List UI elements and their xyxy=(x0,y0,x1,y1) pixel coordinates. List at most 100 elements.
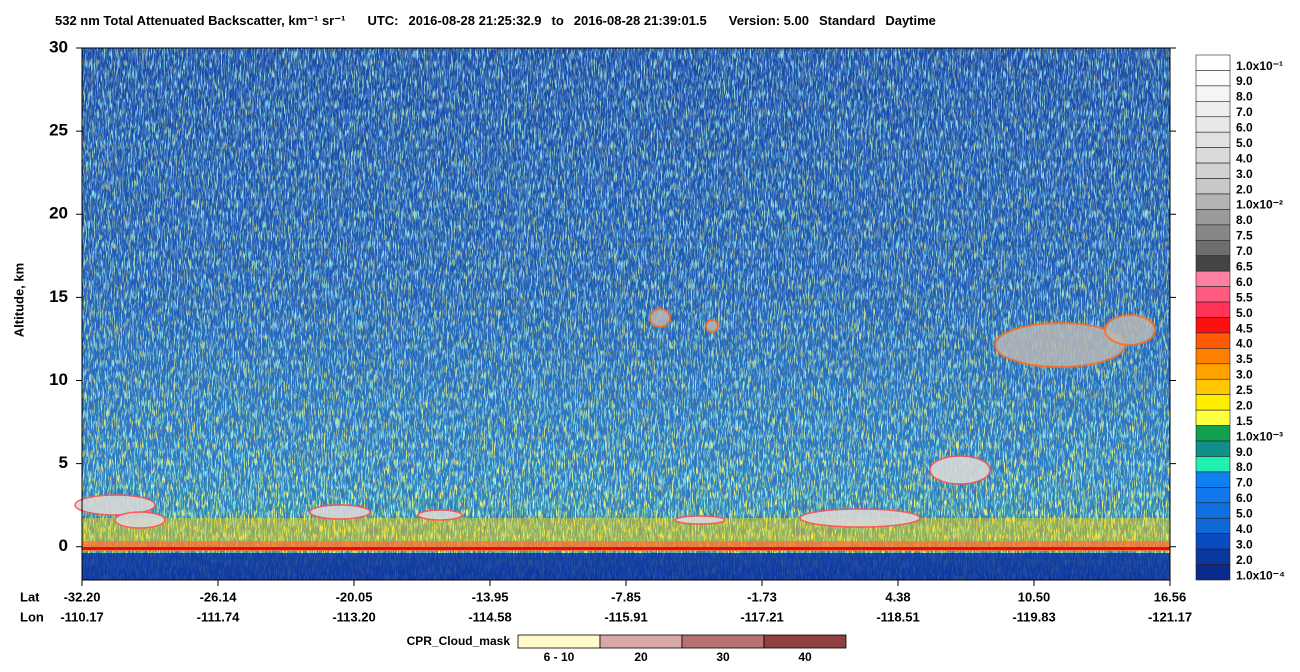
title-part: to xyxy=(551,13,563,28)
colorbar-label: 4.5 xyxy=(1236,321,1253,335)
y-tick-label: 10 xyxy=(49,370,68,389)
colorbar-label: 5.5 xyxy=(1236,290,1253,304)
colorbar-label: 2.0 xyxy=(1236,553,1253,567)
surface-line xyxy=(82,547,1170,550)
colorbar-cell xyxy=(1195,394,1231,411)
colorbar-label: 3.0 xyxy=(1236,537,1253,551)
colorbar-label: 6.0 xyxy=(1236,121,1253,135)
colorbar-label: 8.0 xyxy=(1236,213,1253,227)
colorbar-cell xyxy=(1195,178,1231,195)
colorbar-label: 4.0 xyxy=(1236,151,1253,165)
cloud-mask-label: 40 xyxy=(798,650,812,664)
cloud-mask-swatch xyxy=(599,634,683,649)
low-cloud xyxy=(417,509,463,521)
colorbar-cell xyxy=(1195,85,1231,102)
y-tick-label: 25 xyxy=(49,121,68,140)
colorbar-cell xyxy=(1195,425,1231,442)
y-tick-label: 5 xyxy=(59,453,68,472)
lat-label: -7.85 xyxy=(611,589,641,604)
colorbar-cell xyxy=(1195,440,1231,457)
colorbar-cell xyxy=(1195,317,1231,334)
colorbar-label: 4.0 xyxy=(1236,337,1253,351)
x-row-label: Lat xyxy=(20,589,40,604)
colorbar-cell xyxy=(1195,332,1231,349)
colorbar-label: 7.5 xyxy=(1236,229,1253,243)
y-tick-label: 30 xyxy=(49,37,68,56)
y-tick-label: 20 xyxy=(49,204,68,223)
title-part: 2016-08-28 21:39:01.5 xyxy=(574,13,707,28)
title-part: 2016-08-28 21:25:32.9 xyxy=(408,13,541,28)
title-part: Daytime xyxy=(885,13,936,28)
colorbar-cell xyxy=(1195,363,1231,380)
low-cloud xyxy=(674,515,726,525)
colorbar-cell xyxy=(1195,548,1231,565)
cloud-mask-label: 20 xyxy=(634,650,648,664)
lon-label: -117.21 xyxy=(740,609,783,624)
colorbar-cell xyxy=(1195,502,1231,519)
y-axis-label: Altitude, km xyxy=(11,263,26,337)
surface-glow xyxy=(82,518,1170,542)
colorbar-cell xyxy=(1195,209,1231,226)
colorbar-label: 3.0 xyxy=(1236,167,1253,181)
cloud-mask-label: 6 - 10 xyxy=(544,650,575,664)
backscatter-speckle xyxy=(82,48,1170,580)
colorbar-cell xyxy=(1195,471,1231,488)
colorbar-label: 1.0x10⁻³ xyxy=(1236,429,1283,443)
lon-label: -115.91 xyxy=(604,609,647,624)
colorbar-label: 7.0 xyxy=(1236,244,1253,258)
colorbar-cell xyxy=(1195,255,1231,272)
colorbar-cell xyxy=(1195,517,1231,534)
colorbar-label: 7.0 xyxy=(1236,476,1253,490)
colorbar-cell xyxy=(1195,487,1231,504)
cloud-mask-swatch xyxy=(517,634,601,649)
cirrus-cloud xyxy=(1104,314,1156,346)
low-cloud xyxy=(309,504,371,520)
cloud-mask-label: 30 xyxy=(716,650,730,664)
colorbar-label: 5.0 xyxy=(1236,306,1253,320)
colorbar-label: 1.5 xyxy=(1236,414,1253,428)
cloud-mask-swatch xyxy=(763,634,847,649)
cirrus-cloud xyxy=(649,308,671,328)
colorbar-label: 6.0 xyxy=(1236,275,1253,289)
colorbar-cell xyxy=(1195,564,1231,581)
colorbar-cell xyxy=(1195,286,1231,303)
colorbar-cell xyxy=(1195,131,1231,148)
colorbar-label: 5.0 xyxy=(1236,136,1253,150)
colorbar-label: 7.0 xyxy=(1236,105,1253,119)
colorbar-label: 2.0 xyxy=(1236,398,1253,412)
colorbar-cell xyxy=(1195,224,1231,241)
colorbar-cell xyxy=(1195,456,1231,473)
lat-label: 16.56 xyxy=(1154,589,1187,604)
colorbar-cell xyxy=(1195,101,1231,118)
colorbar-cell xyxy=(1195,116,1231,133)
colorbar-cell xyxy=(1195,533,1231,550)
lon-label: -113.20 xyxy=(332,609,375,624)
colorbar-label: 4.0 xyxy=(1236,522,1253,536)
x-row-label: Lon xyxy=(20,609,44,624)
lon-label: -114.58 xyxy=(468,609,511,624)
surface-band xyxy=(82,541,1170,551)
colorbar-label: 3.5 xyxy=(1236,352,1253,366)
colorbar-label: 6.0 xyxy=(1236,491,1253,505)
colorbar-cell xyxy=(1195,378,1231,396)
colorbar-label: 9.0 xyxy=(1236,445,1253,459)
lat-label: -1.73 xyxy=(747,589,777,604)
plot-area xyxy=(74,47,1171,581)
lat-label: 10.50 xyxy=(1018,589,1051,604)
lat-label: -20.05 xyxy=(336,589,373,604)
colorbar-label: 5.0 xyxy=(1236,507,1253,521)
colorbar-cell xyxy=(1195,348,1231,365)
colorbar-label: 6.5 xyxy=(1236,259,1253,273)
title-part: 532 nm Total Attenuated Backscatter, km⁻… xyxy=(55,13,345,28)
colorbar-label: 1.0x10⁻⁴ xyxy=(1236,568,1285,582)
chart-title: 532 nm Total Attenuated Backscatter, km⁻… xyxy=(55,13,936,28)
lat-label: -26.14 xyxy=(200,589,238,604)
colorbar-cell xyxy=(1195,162,1231,179)
lat-label: -13.95 xyxy=(472,589,509,604)
lon-label: -121.17 xyxy=(1148,609,1192,624)
low-cloud xyxy=(929,455,991,485)
lon-label: -110.17 xyxy=(60,609,103,624)
y-tick-label: 15 xyxy=(49,287,68,306)
title-part: UTC: xyxy=(367,13,398,28)
colorbar-cell xyxy=(1195,70,1231,87)
